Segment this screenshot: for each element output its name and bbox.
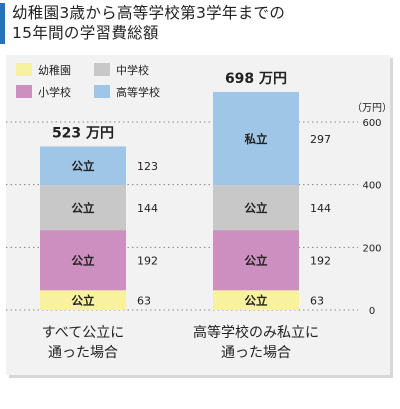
chart-title: 幼稚園3歳から高等学校第3学年までの 15年間の学習費総額 — [12, 3, 392, 43]
bar-segment-high_school — [40, 146, 126, 185]
y-tick-label: 200 — [362, 243, 381, 254]
bar-segment-junior_high — [40, 184, 126, 231]
legend-swatch-elementary — [16, 85, 32, 98]
value-label: 63 — [137, 295, 151, 308]
segment-label: 公立 — [72, 159, 95, 173]
value-label: 297 — [310, 133, 331, 146]
bar-segment-kindergarten — [40, 290, 126, 310]
segment-label: 公立 — [72, 201, 95, 215]
category-label-line1: すべて公立に — [42, 325, 124, 341]
segment-label: 公立 — [245, 254, 268, 268]
total-label: 523 万円 — [52, 125, 114, 141]
title-line-1: 幼稚園3歳から高等学校第3学年までの — [12, 4, 286, 22]
segment-label: 私立 — [245, 132, 268, 146]
y-tick-label: 0 — [369, 306, 375, 317]
title-line-2: 15年間の学習費総額 — [12, 24, 159, 42]
legend-swatch-kindergarten — [16, 63, 32, 76]
bar-segment-high_school — [213, 91, 299, 185]
legend-label-high_school: 高等学校 — [116, 85, 160, 99]
legend-label-kindergarten: 幼稚園 — [38, 64, 71, 77]
segment-label: 公立 — [72, 294, 95, 308]
value-label: 192 — [137, 255, 158, 268]
legend-label-junior_high: 中学校 — [116, 63, 149, 77]
value-label: 63 — [310, 295, 324, 308]
category-label-line1: 高等学校のみ私立に — [193, 324, 319, 341]
bar-segment-kindergarten — [213, 290, 299, 310]
y-axis-unit-label: （万円） — [352, 102, 390, 114]
value-label: 144 — [310, 202, 331, 215]
y-tick-label: 400 — [362, 181, 381, 192]
legend-swatch-junior_high — [94, 63, 110, 76]
bar-segment-elementary — [40, 230, 126, 291]
bar-segment-junior_high — [213, 184, 299, 231]
value-label: 192 — [310, 255, 331, 268]
title-block: 幼稚園3歳から高等学校第3学年までの 15年間の学習費総額 — [0, 0, 400, 48]
y-tick-label: 600 — [362, 118, 381, 129]
chart-panel: 0 200 400 600 （万円） 幼稚園 中学校小学校 高等学校公立 63 公立 192 公立 14… — [6, 55, 392, 375]
bar-segment-elementary — [213, 230, 299, 291]
segment-label: 公立 — [72, 254, 95, 268]
legend-label-elementary: 小学校 — [38, 85, 71, 99]
legend-swatch-high_school — [94, 85, 110, 98]
category-label-line2: 通った場合 — [48, 345, 118, 361]
segment-label: 公立 — [245, 294, 268, 308]
value-label: 123 — [137, 160, 158, 173]
segment-label: 公立 — [245, 201, 268, 215]
value-label: 144 — [137, 202, 158, 215]
title-accent-bar — [0, 3, 5, 44]
total-label: 698 万円 — [225, 71, 287, 87]
category-label-line2: 通った場合 — [221, 345, 291, 361]
